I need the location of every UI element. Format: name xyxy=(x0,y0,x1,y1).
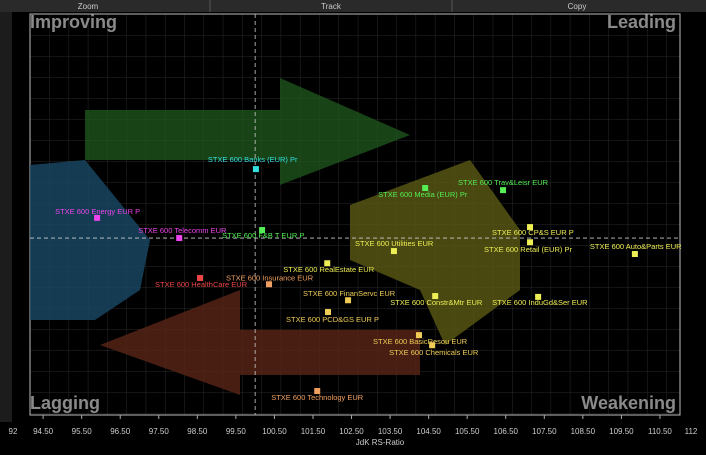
point xyxy=(259,227,266,234)
toolbar-button[interactable]: Copy xyxy=(568,2,587,11)
rotation-arrow xyxy=(85,78,410,185)
point xyxy=(390,248,397,255)
point xyxy=(197,274,204,281)
point-label: STXE 600 Chemicals EUR xyxy=(389,348,479,357)
x-tick-label: 103.50 xyxy=(378,427,403,436)
point xyxy=(176,235,183,242)
x-tick-label: 109.50 xyxy=(609,427,634,436)
toolbar xyxy=(0,0,706,12)
rotation-arrow xyxy=(350,160,520,345)
point xyxy=(252,166,259,173)
point xyxy=(535,293,542,300)
x-axis-label: JdK RS-Ratio xyxy=(356,438,405,447)
x-tick-label: 110.50 xyxy=(648,427,672,436)
point-label: STXE 600 Telecomm EUR xyxy=(138,226,227,235)
x-tick-label: 99.50 xyxy=(226,427,247,436)
point-label: STXE 600 F&B T EUR P xyxy=(222,231,304,240)
x-tick-label: 97.50 xyxy=(149,427,170,436)
point-label: STXE 600 Auto&Parts EUR xyxy=(590,242,682,251)
point-label: STXE 600 Constr&Mtr EUR xyxy=(390,298,483,307)
x-edge-label: 92 xyxy=(9,427,18,436)
point-label: STXE 600 FinanServc EUR xyxy=(303,289,396,298)
point-label: STXE 600 Retail (EUR) Pr xyxy=(484,245,572,254)
x-tick-label: 101.50 xyxy=(301,427,326,436)
point-label: STXE 600 Banks (EUR) Pr xyxy=(208,155,298,164)
point xyxy=(422,185,429,192)
point-label: STXE 600 InduGd&Ser EUR xyxy=(492,298,588,307)
rotation-arrow xyxy=(100,290,420,395)
x-tick-label: 107.50 xyxy=(532,427,557,436)
point xyxy=(631,251,638,258)
point-label: STXE 600 Insurance EUR xyxy=(226,273,314,282)
point-label: STXE 600 Utilities EUR xyxy=(355,239,434,248)
x-edge-label: 112 xyxy=(685,427,698,436)
point xyxy=(266,281,273,288)
point xyxy=(527,224,534,231)
x-tick-label: 94.50 xyxy=(33,427,54,436)
quadrant-label: Leading xyxy=(607,12,676,32)
x-tick-label: 102.50 xyxy=(339,427,364,436)
point-label: STXE 600 PCD&GS EUR P xyxy=(286,315,379,324)
x-tick-label: 98.50 xyxy=(187,427,208,436)
point-label: STXE 600 CP&S EUR P xyxy=(492,228,574,237)
rotation-arrow xyxy=(30,160,150,320)
point xyxy=(345,297,352,304)
point xyxy=(325,309,332,316)
point xyxy=(432,293,439,300)
point xyxy=(324,260,331,267)
x-tick-label: 105.50 xyxy=(455,427,480,436)
quadrant-label: Lagging xyxy=(30,393,100,413)
toolbar-button[interactable]: Track xyxy=(321,2,342,11)
point xyxy=(314,388,321,395)
quadrant-label: Weakening xyxy=(581,393,676,413)
point xyxy=(415,332,422,339)
quadrant-label: Improving xyxy=(30,12,117,32)
x-tick-label: 95.50 xyxy=(72,427,93,436)
point xyxy=(500,187,507,194)
x-tick-label: 96.50 xyxy=(110,427,131,436)
point-label: STXE 600 BasicResou EUR xyxy=(373,337,468,346)
x-tick-label: 106.50 xyxy=(494,427,519,436)
point-label: STXE 600 Media (EUR) Pr xyxy=(378,190,468,199)
x-tick-label: 108.50 xyxy=(571,427,596,436)
x-tick-label: 100.50 xyxy=(262,427,287,436)
toolbar-button[interactable]: Zoom xyxy=(78,2,99,11)
point xyxy=(527,239,534,246)
point-label: STXE 600 HealthCare EUR xyxy=(155,280,248,289)
point xyxy=(429,342,436,349)
point-label: STXE 600 Energy EUR P xyxy=(55,207,140,216)
point xyxy=(94,214,101,221)
point-label: STXE 600 Technology EUR xyxy=(271,393,364,402)
y-axis-strip xyxy=(0,12,12,422)
x-tick-label: 104.50 xyxy=(416,427,441,436)
point-label: STXE 600 Trav&Leisr EUR xyxy=(458,178,549,187)
point-label: STXE 600 RealEstate EUR xyxy=(283,265,374,274)
